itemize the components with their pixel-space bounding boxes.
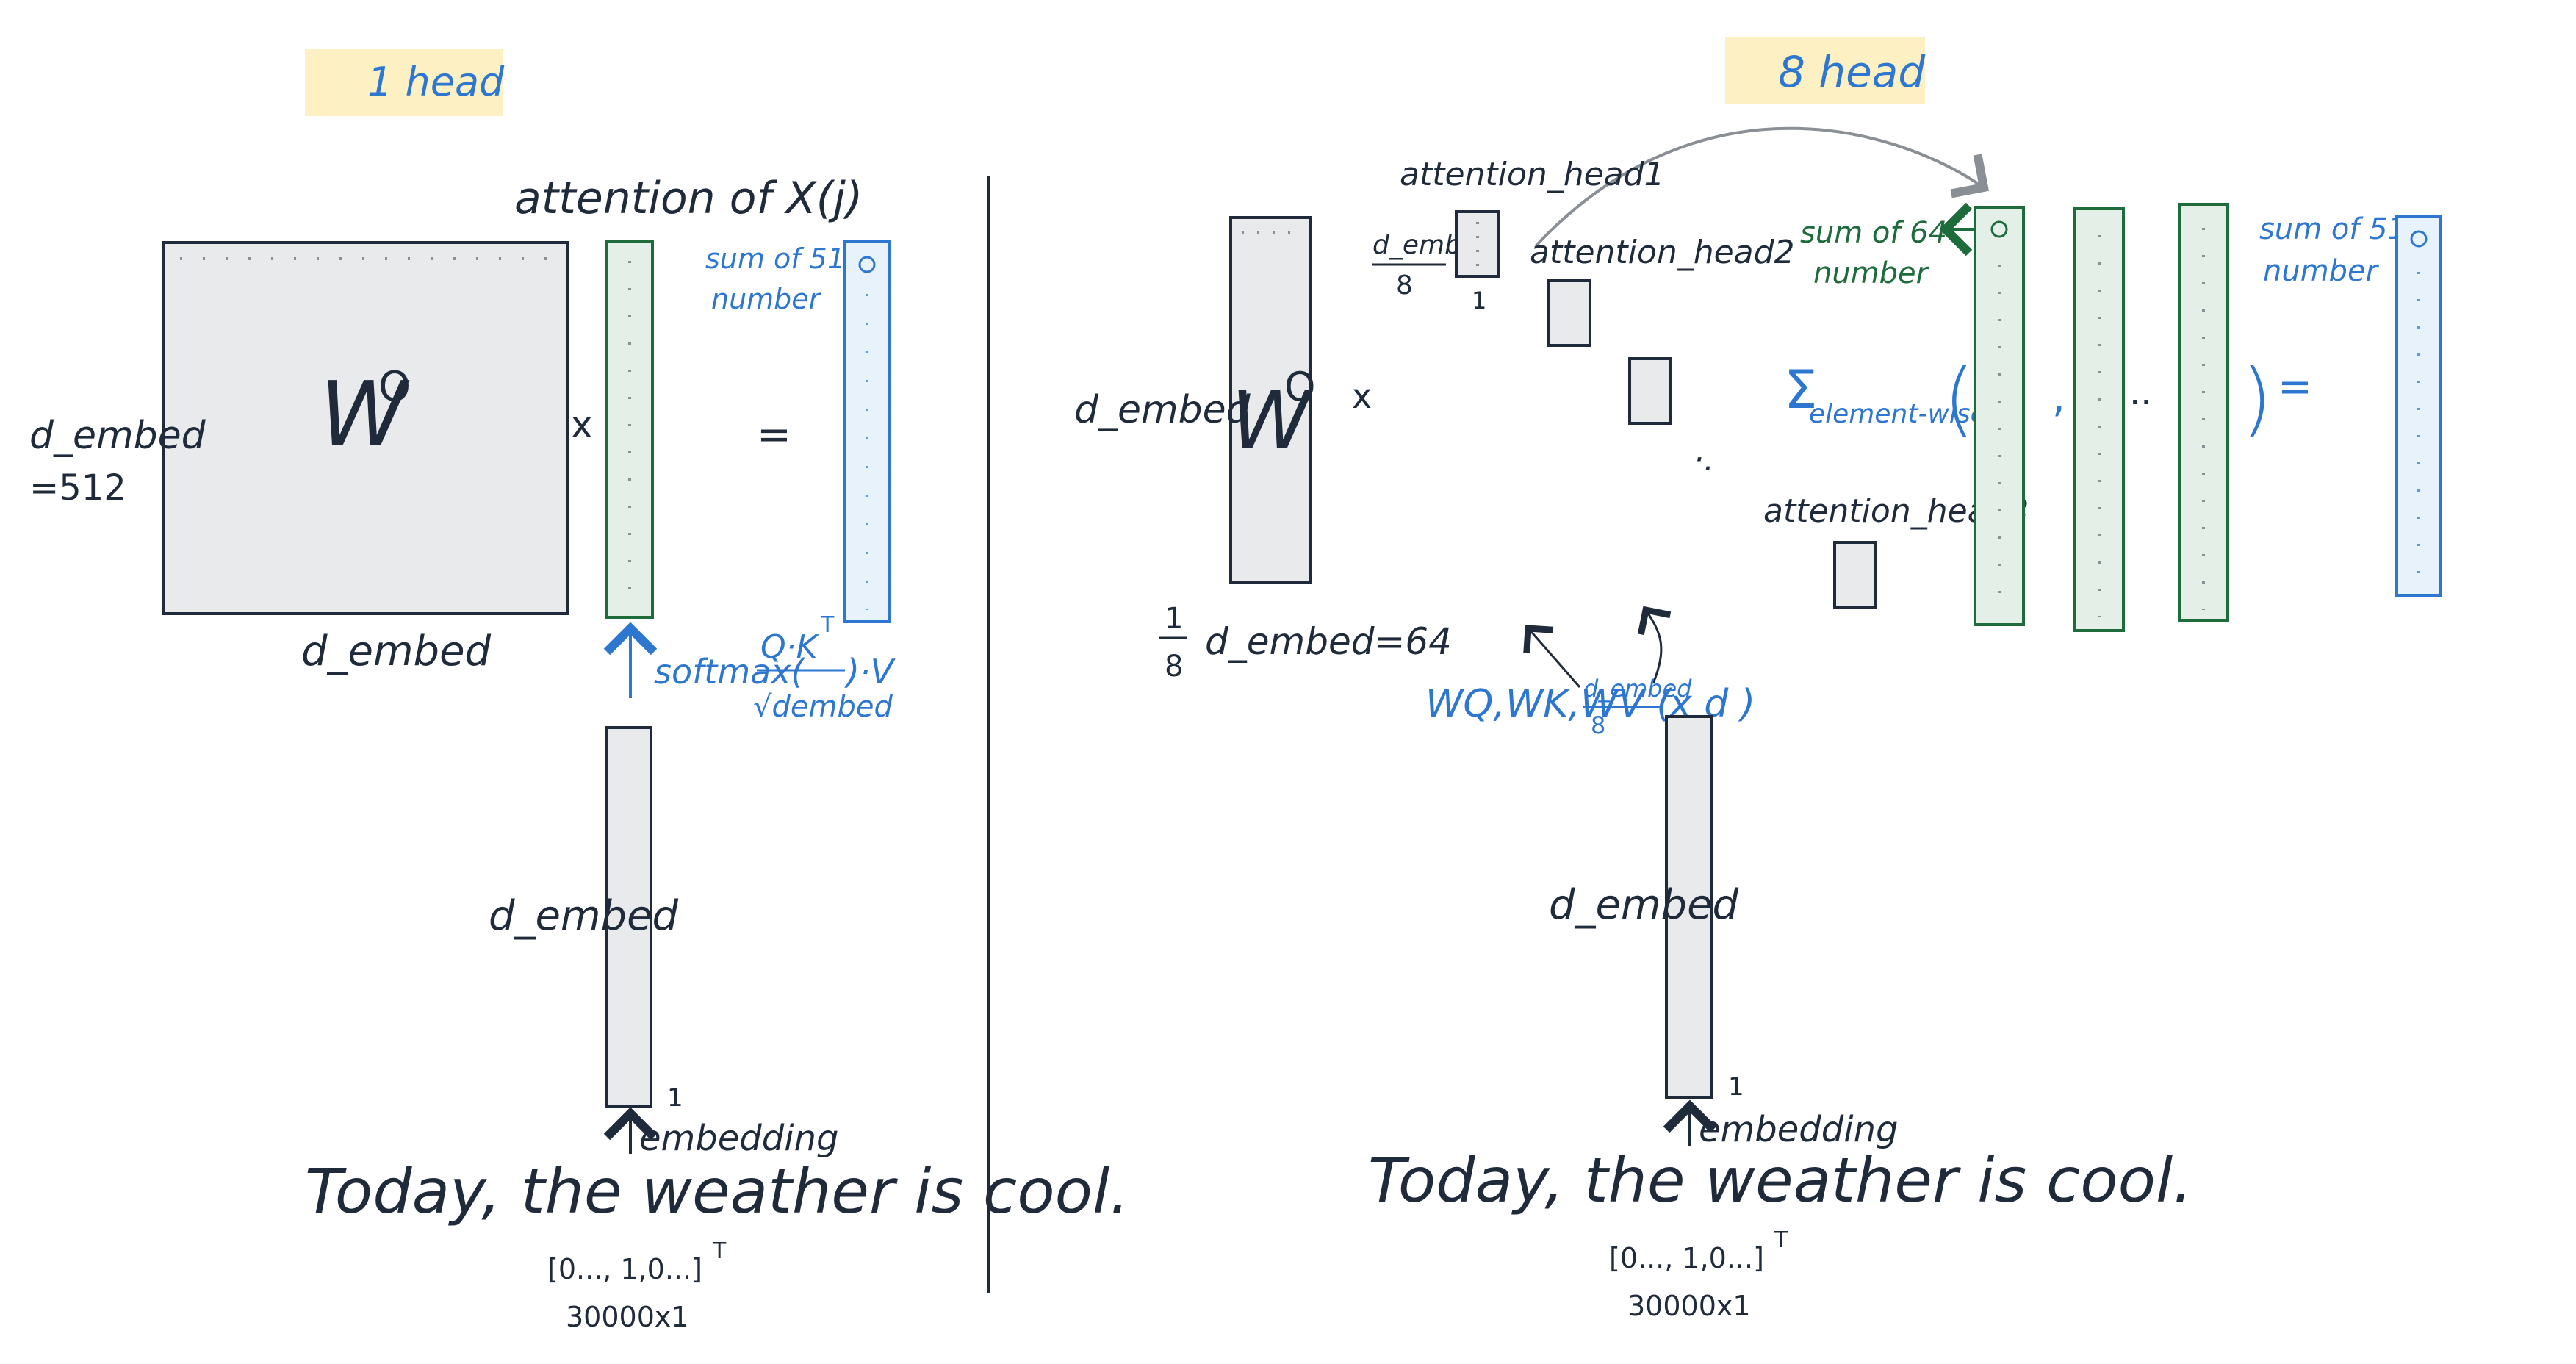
d-embed-left-label: d_embed [29,414,206,458]
equals-sign-right: = [2278,363,2312,411]
softmax-pre: softmax( [654,652,806,692]
sum64-label-2: number [1813,256,1930,290]
one-mark-head1: 1 [1472,287,1486,315]
wqkv-label: WQ,WK,WV ( [1425,682,1673,726]
sigma: Σ [1784,359,1818,420]
times-sign-left: x [571,403,593,446]
sum64-label-1: sum of 64 [1800,216,1947,250]
wqkv-arrow-1 [1523,625,1581,688]
head-output-vector-1-marker [1990,220,2008,238]
sentence-left: Today, the weather is cool. [305,1155,1129,1227]
onehot-T-left: T [712,1238,727,1264]
d-embed-vector-label-left: d_embed [489,892,679,940]
d-embed-64-label: d_embed=64 [1205,620,1452,663]
softmax-numerator: Q·K [760,628,820,666]
heading-highlight-left [305,49,503,116]
result-vector-left [843,240,891,623]
onehot-left: [0..., 1,0...] [547,1253,702,1285]
sigma-subscript: element-wise [1809,399,1987,429]
attention-vector-left [605,240,654,619]
wo-label-right: W [1231,373,1314,467]
result-vector-top-marker-right [2410,230,2428,248]
embedding-label-right: embedding [1699,1109,1898,1150]
heading-highlight-right [1725,37,1925,104]
frac-den-right: 8 [1165,650,1183,683]
d-embed-bottom-left: d_embed [301,628,492,675]
heading-8-head: 8 head [1778,47,1926,97]
d8-den: 8 [1396,270,1413,301]
heads-ellipsis: ·. [1694,441,1714,478]
embedding-label-left: embedding [639,1118,838,1159]
d-embed-value-left: =512 [29,467,126,509]
head-output-vector-1 [1974,206,2025,626]
times-sign-right: x [1352,376,1372,416]
softmax-denominator: √dembed [753,690,893,724]
vector-comma: , [2052,374,2065,422]
attention-head3-box [1628,357,1672,425]
equals-sign-left: = [757,411,791,459]
sum512-label-right-2: number [2263,254,2380,288]
vector-ellipsis: .. [2129,372,2152,413]
sum512-label-left-1: sum of 512 [705,243,863,275]
frac-num-right: 1 [1165,602,1183,636]
one-mark-right: 1 [1728,1072,1744,1102]
onehot-right: [0..., 1,0...] [1609,1242,1764,1274]
heading-1-head: 1 head [367,59,505,105]
head-output-vector-2 [2073,207,2125,632]
head1-to-output-arrow [1534,126,1990,248]
onehot-size-left: 30000x1 [566,1301,689,1333]
wqkv-arrow-2 [1637,606,1672,684]
onehot-size-right: 30000x1 [1627,1290,1751,1322]
wqkv-frac-den: 8 [1591,711,1605,739]
rparen: ) [2241,351,2273,445]
softmax-T: T [820,612,835,638]
attention-of-x-label: attention of X(j) [514,173,863,224]
attention-head1-box [1455,210,1500,278]
embedding-vector-left [605,726,652,1108]
softmax-post: )·V [844,652,896,692]
attention-head1-label: attention_head1 [1400,156,1665,193]
attention-head2-box [1547,279,1591,347]
result-vector-top-marker-left [858,256,876,273]
onehot-T-right: T [1774,1227,1788,1253]
sum512-label-left-2: number [711,283,822,315]
result-vector-right [2395,215,2442,597]
wo-matrix-left [162,241,569,615]
wqkv-frac-num: d_embed [1583,675,1692,703]
d-embed-left-label-right: d_embed [1074,388,1251,432]
wo-superscript-left: O [378,363,411,411]
embedding-vector-right [1665,715,1713,1099]
wo-matrix-right [1229,216,1312,584]
sentence-right: Today, the weather is cool. [1368,1144,2192,1216]
attention-head2-label: attention_head2 [1530,234,1795,271]
head-output-vector-8 [2178,203,2229,622]
attention-head8-box [1833,541,1877,609]
one-mark-left: 1 [667,1083,683,1113]
wo-superscript-right: O [1284,364,1316,410]
lparen: ( [1943,351,1975,445]
wo-label-left: W [320,364,410,466]
d-embed-vector-label-right: d_embed [1549,881,1739,929]
